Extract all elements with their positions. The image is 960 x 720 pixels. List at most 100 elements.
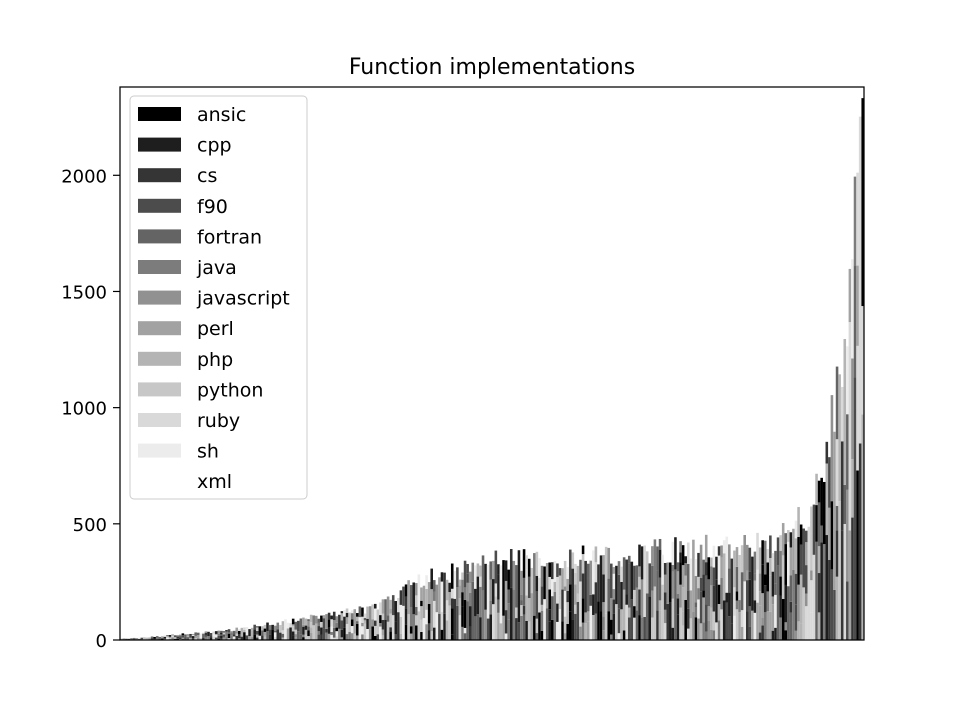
bar-segment (345, 612, 349, 618)
bar-segment (486, 595, 490, 619)
bar-segment (299, 634, 303, 640)
bar-segment (753, 600, 757, 613)
bar-segment (402, 586, 405, 606)
bar-segment (653, 586, 657, 640)
bar-segment (679, 562, 682, 585)
bar-segment (281, 637, 285, 640)
bar-segment (804, 530, 808, 543)
bar-segment (463, 599, 467, 628)
bar-segment (492, 604, 495, 640)
bar-segment (802, 528, 805, 588)
bar-segment (848, 530, 852, 640)
bar-segment (548, 589, 552, 610)
bar-segment (286, 622, 290, 629)
bar-segment (130, 638, 133, 640)
bar-segment (176, 634, 180, 637)
bar-segment (576, 565, 580, 594)
bar-segment (320, 627, 323, 629)
bar-segment (407, 580, 410, 615)
bar-segment (440, 581, 444, 612)
bar-segment (202, 638, 205, 640)
bar-segment (789, 547, 793, 576)
legend-label: php (197, 349, 233, 371)
legend-swatch (138, 107, 181, 121)
bar-segment (186, 634, 190, 636)
bar-segment (761, 593, 764, 618)
bar-segment (851, 358, 854, 460)
bar-segment (450, 588, 454, 599)
bar-segment (312, 615, 315, 626)
bar-segment (422, 585, 426, 619)
bar-segment (740, 572, 744, 611)
bar-segment (430, 630, 433, 640)
bar-segment (420, 600, 423, 607)
bar-segment (648, 596, 652, 640)
bar-segment (815, 505, 818, 542)
bar-segment (379, 602, 382, 616)
legend-label: xml (197, 471, 232, 493)
bar-segment (340, 611, 344, 614)
bar-segment (276, 622, 280, 630)
bar-segment (548, 621, 552, 640)
bar-segment (717, 620, 721, 640)
bar-segment (540, 586, 544, 605)
bar-segment (386, 621, 390, 640)
bar-segment (697, 552, 700, 577)
bar-segment (717, 584, 721, 604)
bar-segment (255, 627, 259, 631)
bar-segment (763, 612, 767, 640)
bar-segment (817, 480, 821, 503)
bar-segment (825, 441, 829, 464)
bar-segment (758, 573, 762, 592)
bar-segment (420, 606, 423, 620)
bar-segment (566, 623, 569, 640)
bar-segment (376, 609, 380, 635)
bar-segment (748, 571, 752, 580)
bar-segment (209, 632, 213, 637)
bar-segment (166, 637, 169, 640)
bar-segment (728, 544, 731, 569)
legend-box (129, 95, 308, 500)
bar-segment (820, 542, 823, 591)
bar-segment (689, 590, 693, 619)
bar-segment (787, 586, 790, 640)
bar-segment (461, 592, 464, 607)
bar-segment (604, 613, 608, 640)
bar-segment (525, 620, 528, 640)
bar-segment (255, 626, 259, 628)
bar-segment (263, 635, 267, 638)
bar-segment (148, 638, 151, 640)
bar-segment (779, 535, 782, 551)
bar-segment (766, 549, 770, 563)
bar-segment (161, 638, 164, 640)
bar-segment (584, 612, 587, 624)
bar-segment (330, 634, 333, 640)
bar-segment (748, 547, 752, 572)
bar-segment (681, 625, 685, 640)
bar-segment (712, 630, 716, 640)
bar-segment (658, 610, 662, 640)
bar-segment (704, 575, 708, 605)
bar-segment (227, 633, 231, 639)
bar-segment (625, 559, 628, 595)
bar-segment (694, 575, 698, 603)
bar-segment (391, 595, 395, 616)
bar-segment (309, 614, 313, 623)
bar-segment (853, 377, 857, 640)
bar-segment (722, 553, 726, 601)
bar-segment (681, 565, 685, 588)
bar-segment (263, 637, 267, 640)
bar-segment (450, 598, 454, 609)
legend-label: ruby (197, 410, 240, 432)
bar-segment (420, 619, 423, 632)
bar-segment (745, 580, 749, 612)
bar-segment (271, 629, 274, 640)
bar-segment (784, 584, 788, 623)
bar-segment (815, 473, 818, 506)
bar-segment (181, 635, 185, 638)
bar-segment (181, 633, 185, 636)
bar-segment (143, 637, 146, 639)
bar-segment (220, 635, 223, 639)
bar-segment (497, 564, 500, 575)
bar-segment (350, 633, 354, 640)
